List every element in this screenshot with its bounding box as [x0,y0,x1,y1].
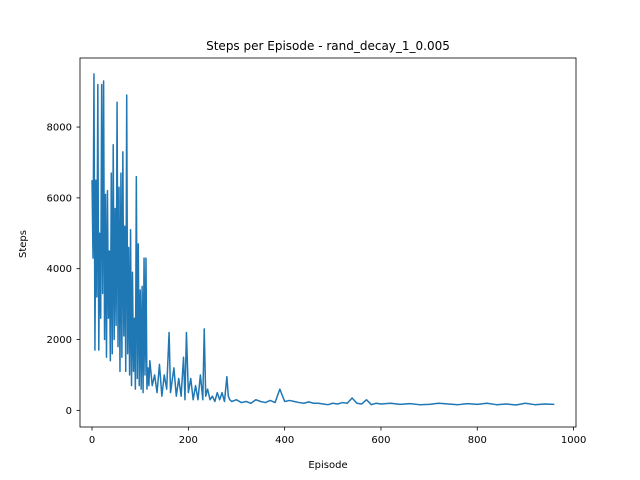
x-tick-label: 1000 [561,435,586,446]
y-axis-label: Steps [18,230,29,258]
y-axis-ticks: 0 2000 4000 6000 8000 [47,123,80,417]
x-tick-label: 400 [275,435,294,446]
y-tick-label: 4000 [47,264,72,275]
y-tick-label: 6000 [47,193,72,204]
x-tick-label: 800 [468,435,487,446]
x-tick-label: 600 [371,435,390,446]
y-tick-label: 0 [66,406,72,417]
chart-title: Steps per Episode - rand_decay_1_0.005 [206,39,450,53]
y-tick-label: 8000 [47,123,72,134]
x-tick-label: 200 [179,435,198,446]
x-axis-ticks: 0 200 400 600 800 1000 [89,427,586,446]
axes-frame [79,57,577,428]
y-tick-label: 2000 [47,335,72,346]
series-line-0 [91,73,555,406]
plot-area [79,57,577,428]
x-axis-label: Episode [308,460,347,471]
x-tick-label: 0 [89,435,95,446]
